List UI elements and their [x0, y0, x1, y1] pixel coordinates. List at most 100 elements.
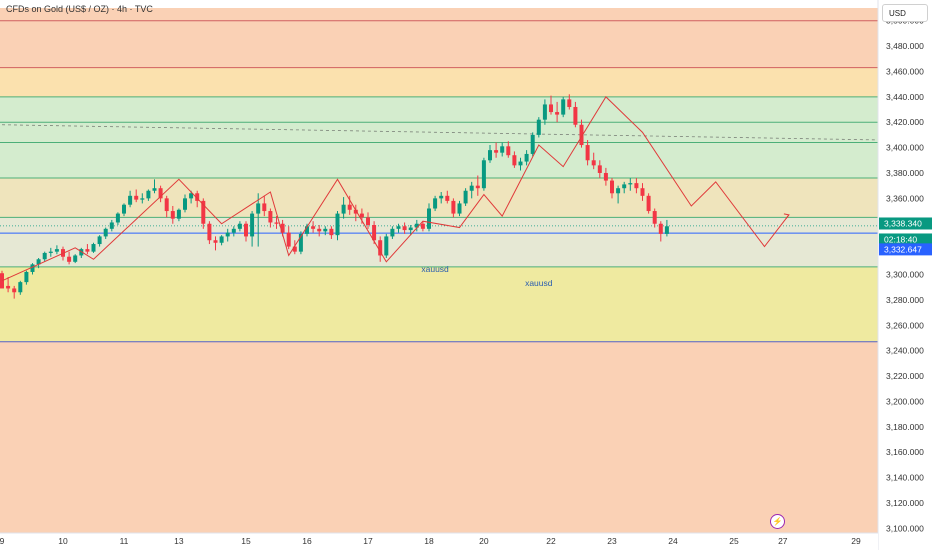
y-tick-label: 3,120.000	[886, 498, 924, 508]
y-tick-label: 3,160.000	[886, 447, 924, 457]
candle-body-80	[488, 150, 492, 161]
price-axis-background	[878, 0, 932, 550]
candle-body-106	[646, 195, 651, 212]
candle-body-63	[384, 236, 389, 256]
zigzag-arrowhead	[783, 213, 790, 220]
candle-body-20	[122, 204, 126, 214]
candle-body-59	[359, 213, 364, 218]
candle-body-14	[85, 249, 90, 252]
x-tick-label: 29	[851, 536, 861, 546]
candle-body-25	[152, 188, 157, 191]
price-tag-bg-0	[879, 217, 932, 230]
candle-body-85	[518, 161, 523, 166]
y-tick-label: 3,460.000	[886, 66, 924, 76]
candle-body-36	[219, 236, 224, 243]
candle-body-42	[256, 203, 261, 214]
price-zone-0	[0, 341, 878, 533]
y-tick-label: 3,260.000	[886, 320, 924, 330]
candle-body-75	[457, 203, 462, 214]
candle-body-83	[506, 146, 511, 156]
candle-body-60	[366, 217, 370, 226]
candle-body-95	[579, 124, 584, 146]
y-tick-label: 3,440.000	[886, 92, 924, 102]
candle-body-84	[512, 155, 517, 166]
chart-annotation-0: xauusd	[421, 264, 449, 274]
candle-body-33	[201, 200, 206, 224]
candle-body-38	[231, 228, 236, 233]
price-tag-bg-1	[879, 233, 932, 246]
x-tick-label: 20	[479, 536, 489, 546]
chart-annotation-1: xauusd	[525, 278, 553, 288]
candle-body-76	[463, 190, 468, 204]
candle-body-104	[634, 183, 639, 189]
candle-body-24	[146, 190, 151, 199]
candle-body-103	[628, 183, 633, 185]
candle-body-66	[402, 226, 407, 231]
candle-body-70	[427, 208, 431, 229]
candle-body-31	[189, 193, 194, 199]
x-tick-label: 24	[668, 536, 678, 546]
candle-body-97	[591, 160, 596, 166]
candle-body-98	[597, 165, 602, 173]
price-zone-1	[0, 266, 878, 342]
lightning-icon[interactable]: ⚡	[770, 514, 785, 529]
x-tick-label: 15	[241, 536, 251, 546]
candle-body-26	[158, 188, 163, 199]
candle-body-96	[585, 145, 590, 161]
y-tick-label: 3,300.000	[886, 270, 924, 280]
y-tick-label: 3,360.000	[886, 193, 924, 203]
candle-body-29	[176, 209, 181, 219]
candle-body-15	[91, 244, 96, 252]
candle-body-46	[280, 223, 285, 233]
candle-body-72	[439, 195, 444, 199]
currency-selector[interactable]: USD	[882, 4, 928, 22]
x-tick-label: 23	[607, 536, 617, 546]
candle-body-56	[341, 204, 346, 214]
candle-body-89	[542, 104, 547, 120]
candle-body-28	[170, 211, 175, 219]
y-tick-label: 3,420.000	[886, 117, 924, 127]
candle-body-27	[164, 198, 169, 212]
trend-line	[1, 124, 881, 141]
candle-body-52	[317, 228, 322, 232]
price-zone-4	[0, 96, 878, 179]
candle-body-34	[207, 223, 212, 241]
candle-body-57	[347, 204, 352, 210]
candle-body-67	[408, 227, 413, 231]
candle-body-37	[225, 232, 230, 237]
candle-body-1	[6, 285, 11, 289]
y-tick-label: 3,280.000	[886, 295, 924, 305]
candle-body-81	[494, 150, 499, 153]
price-zone-6	[0, 8, 878, 68]
candle-body-100	[610, 180, 614, 194]
candle-body-11	[67, 256, 72, 262]
zigzag-path	[1, 96, 790, 282]
candle-body-13	[79, 249, 84, 256]
x-tick-label: 11	[120, 536, 129, 546]
candle-body-71	[433, 198, 438, 209]
candle-body-43	[262, 203, 267, 212]
candle-body-47	[286, 232, 291, 247]
candle-body-17	[103, 228, 108, 237]
candle-body-77	[469, 185, 474, 191]
candle-body-53	[323, 228, 328, 232]
candle-body-88	[536, 119, 541, 135]
candle-body-23	[140, 198, 145, 200]
candle-body-108	[658, 223, 663, 234]
candle-body-4	[24, 271, 29, 283]
candle-body-40	[244, 223, 248, 237]
x-tick-label: 17	[363, 536, 373, 546]
candle-body-101	[616, 188, 621, 194]
candle-body-7	[42, 252, 47, 260]
candle-body-102	[622, 184, 627, 189]
candle-body-65	[396, 226, 401, 229]
candle-body-69	[420, 223, 425, 229]
candle-body-109	[664, 226, 669, 234]
candle-body-16	[97, 236, 102, 245]
candle-body-44	[268, 211, 273, 223]
x-tick-label: 18	[424, 536, 434, 546]
price-tag-bg-2	[879, 243, 932, 256]
x-tick-label: 22	[546, 536, 556, 546]
